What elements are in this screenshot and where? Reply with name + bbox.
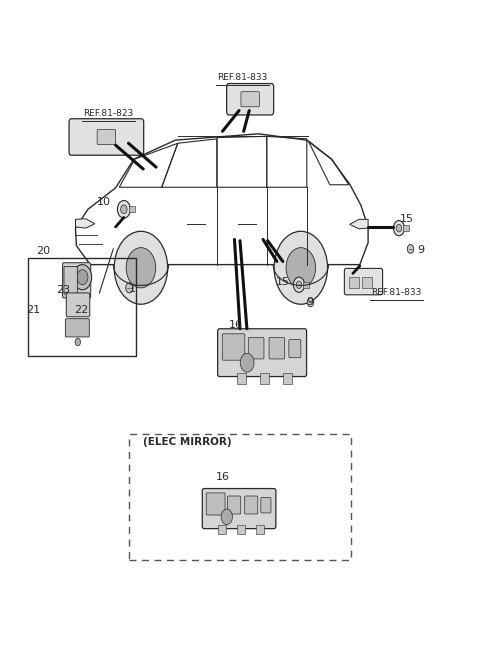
Bar	[303, 282, 309, 288]
Text: 16: 16	[216, 472, 229, 482]
Circle shape	[307, 298, 314, 307]
Bar	[237, 373, 246, 384]
FancyBboxPatch shape	[64, 267, 77, 294]
Circle shape	[73, 265, 92, 290]
Bar	[362, 276, 372, 288]
Circle shape	[126, 283, 133, 293]
Bar	[129, 206, 135, 212]
Text: REF.81-823: REF.81-823	[84, 109, 134, 118]
Text: 22: 22	[74, 305, 88, 315]
FancyBboxPatch shape	[227, 84, 274, 115]
Bar	[28, 258, 136, 356]
FancyBboxPatch shape	[289, 339, 301, 358]
Bar	[130, 434, 350, 560]
Text: 9: 9	[306, 297, 313, 307]
Bar	[348, 276, 359, 288]
Bar	[237, 525, 245, 534]
FancyBboxPatch shape	[261, 498, 271, 513]
Bar	[218, 525, 226, 534]
Text: REF.81-833: REF.81-833	[217, 73, 267, 83]
FancyBboxPatch shape	[202, 489, 276, 529]
Circle shape	[120, 205, 127, 214]
FancyBboxPatch shape	[344, 269, 383, 295]
Polygon shape	[75, 219, 95, 228]
Circle shape	[240, 353, 254, 372]
FancyBboxPatch shape	[62, 263, 91, 298]
FancyBboxPatch shape	[241, 92, 259, 107]
Text: 20: 20	[36, 246, 50, 256]
FancyBboxPatch shape	[245, 496, 258, 514]
FancyBboxPatch shape	[228, 496, 241, 514]
FancyBboxPatch shape	[69, 119, 144, 155]
Text: 16: 16	[229, 320, 243, 330]
Circle shape	[394, 221, 405, 236]
Text: 15: 15	[400, 214, 414, 224]
FancyBboxPatch shape	[206, 493, 225, 515]
Text: 10: 10	[97, 196, 111, 207]
FancyBboxPatch shape	[66, 293, 90, 317]
FancyBboxPatch shape	[97, 130, 116, 145]
FancyBboxPatch shape	[217, 329, 307, 377]
FancyBboxPatch shape	[222, 334, 245, 360]
Circle shape	[126, 248, 156, 288]
Text: 15: 15	[276, 276, 290, 287]
Text: 21: 21	[26, 305, 41, 315]
Circle shape	[396, 225, 402, 232]
Bar	[283, 373, 292, 384]
Text: 9: 9	[417, 244, 424, 255]
Bar	[403, 225, 409, 231]
Bar	[260, 373, 269, 384]
Circle shape	[296, 281, 302, 288]
Text: 23: 23	[57, 285, 71, 295]
FancyBboxPatch shape	[65, 319, 89, 337]
Circle shape	[75, 338, 81, 346]
Circle shape	[118, 200, 131, 218]
Text: (ELEC MIRROR): (ELEC MIRROR)	[143, 437, 231, 447]
Text: REF.81-833: REF.81-833	[372, 288, 422, 297]
Circle shape	[77, 270, 88, 285]
Circle shape	[274, 231, 327, 304]
FancyBboxPatch shape	[248, 337, 264, 359]
Circle shape	[293, 277, 304, 292]
Text: 1: 1	[129, 284, 136, 293]
Circle shape	[221, 509, 232, 525]
Circle shape	[286, 248, 315, 288]
Circle shape	[407, 244, 414, 253]
Bar	[256, 525, 264, 534]
Polygon shape	[349, 219, 368, 229]
FancyBboxPatch shape	[269, 337, 285, 359]
Circle shape	[114, 231, 168, 304]
